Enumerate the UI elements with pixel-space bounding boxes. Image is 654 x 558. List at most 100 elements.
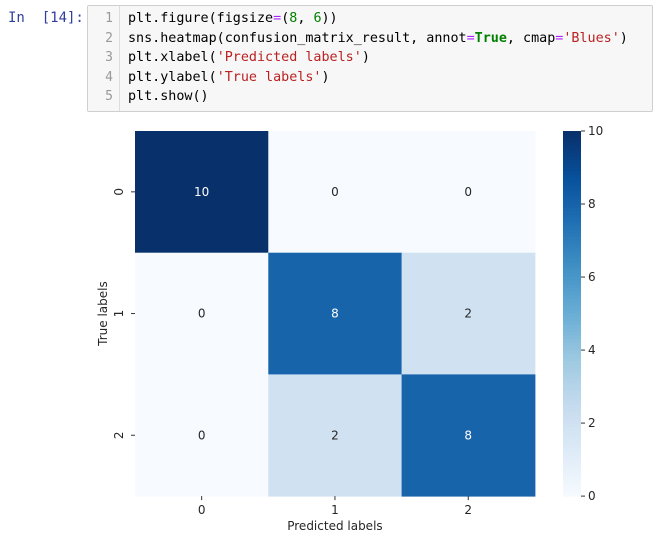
colorbar-segment [563,145,581,150]
colorbar-segment [563,163,581,169]
colorbar-segment [563,156,581,161]
cell-annotation: 10 [194,185,209,199]
colorbar-segment [563,371,581,377]
colorbar-segment [563,382,581,388]
colorbar-segment [563,342,581,348]
colorbar-segment [563,320,581,326]
heatmap-cell [135,374,269,497]
colorbar-segment [563,353,581,358]
colorbar-segment [563,364,581,369]
code-line: sns.heatmap(confusion_matrix_result, ann… [128,31,628,46]
colorbar-segment [563,262,581,267]
colorbar-segment [563,193,581,198]
colorbar-segment [563,229,581,234]
colorbar-segment [563,328,581,333]
y-tick-label: 0 [112,188,126,196]
colorbar-tick-label: 8 [588,197,596,211]
code-token: 'Predicted labels' [216,50,362,65]
x-tick-label: 1 [331,503,339,517]
code-token: plt.ylabel( [128,69,217,85]
colorbar-segment [563,225,581,231]
colorbar-tick-label: 10 [588,124,603,138]
colorbar-segment [563,335,581,340]
colorbar-segment [563,350,581,355]
colorbar-segment [563,437,581,442]
colorbar-segment [563,284,581,289]
colorbar-segment [563,302,581,307]
colorbar-segment [563,331,581,337]
colorbar-segment [563,357,581,362]
colorbar-segment [563,131,581,136]
colorbar-segment [563,277,581,282]
colorbar-segment [563,313,581,318]
colorbar-segment [563,167,581,172]
colorbar-segment [563,426,581,431]
cell-annotation: 8 [464,428,472,442]
colorbar-segment [563,463,581,468]
colorbar-segment [563,481,581,486]
colorbar-segment [563,423,581,428]
colorbar-segment [563,298,581,304]
colorbar-segment [563,222,581,227]
colorbar-segment [563,448,581,453]
colorbar-segment [563,233,581,238]
code-token: plt.xlabel( [128,50,217,65]
colorbar-segment [563,459,581,464]
colorbar-segment [563,287,581,293]
code-line: plt.ylabel('True labels') [128,70,330,85]
heatmap-cell [401,252,536,375]
code-token: = [273,11,282,26]
code-token: 6 [313,11,322,26]
colorbar-segment [563,455,581,461]
colorbar-segment [563,404,581,410]
cell-annotation: 0 [198,428,206,442]
code-line: plt.show() [128,89,209,104]
line-number: 3 [105,50,113,65]
line-number: 5 [105,89,113,104]
colorbar-segment [563,393,581,399]
colorbar-segment [563,269,581,274]
cell-annotation: 0 [464,185,472,199]
confusion-matrix-heatmap: 10 0 0 0 8 2 0 2 8 0 1 2 Predicted labels 0 1 2 True lab… [96,124,603,533]
line-number: 4 [105,69,113,85]
colorbar-segment [563,178,581,183]
colorbar-segment [563,258,581,264]
x-tick-label: 0 [198,503,206,517]
colorbar-segment [563,236,581,242]
heatmap-cell [135,131,269,254]
line-number: 2 [105,30,113,46]
code-token: ( [281,11,290,26]
colorbar-segment [563,346,581,351]
colorbar-segment [563,390,581,395]
code-token: 8 [289,11,298,26]
colorbar-segment [563,171,581,176]
code-token: ) [361,50,370,65]
colorbar-segment [563,401,581,406]
heatmap-cell [135,252,269,375]
colorbar-segment [563,240,581,245]
code-token: , cmap [506,30,556,46]
code-line: plt.figure(figsize=(8, 6)) [128,11,338,26]
colorbar-segment [563,251,581,256]
colorbar-segment [563,309,581,315]
colorbar-segment [563,470,581,475]
input-prompt: In [14]: [8,10,84,26]
code-token: sns.heatmap(confusion_matrix_result, ann… [128,30,467,46]
colorbar-segment [563,291,581,296]
colorbar-segment [563,317,581,322]
y-axis-label: True labels [96,281,110,347]
colorbar-segment [563,218,581,223]
colorbar-tick-label: 0 [588,489,596,503]
colorbar-segment [563,452,581,457]
heatmap-cell [268,131,403,254]
colorbar-segment [563,379,581,384]
colorbar-segment [563,280,581,285]
colorbar-segment [563,182,581,187]
colorbar-segment [563,207,581,212]
colorbar-segment [563,211,581,216]
colorbar-segment [563,419,581,424]
colorbar-segment [563,485,581,490]
colorbar-tick-label: 4 [588,343,596,357]
code-token: True [474,30,507,46]
